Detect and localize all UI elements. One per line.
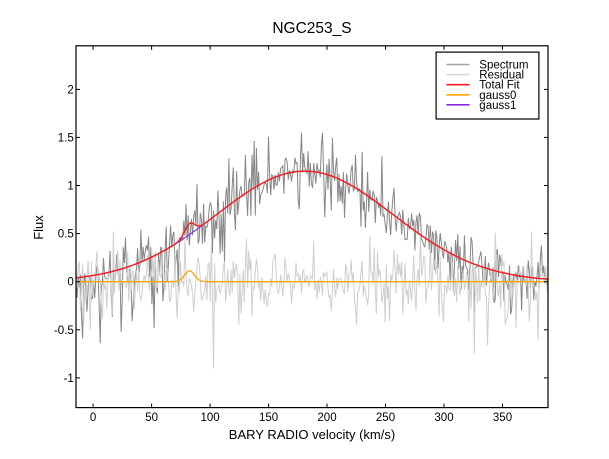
svg-text:Flux: Flux (31, 215, 46, 240)
svg-text:0: 0 (90, 412, 96, 424)
svg-text:Total Fit: Total Fit (479, 80, 520, 92)
svg-text:gauss1: gauss1 (479, 100, 516, 112)
svg-text:250: 250 (376, 412, 395, 424)
svg-text:Residual: Residual (479, 70, 524, 82)
svg-text:0: 0 (67, 277, 73, 289)
svg-text:NGC253_S: NGC253_S (272, 20, 351, 37)
svg-text:-0.5: -0.5 (54, 325, 74, 337)
svg-text:2: 2 (67, 84, 73, 96)
svg-text:gauss0: gauss0 (479, 90, 516, 102)
svg-text:200: 200 (317, 412, 336, 424)
svg-text:0.5: 0.5 (58, 229, 74, 241)
svg-text:BARY RADIO velocity (km/s): BARY RADIO velocity (km/s) (229, 427, 395, 442)
svg-text:Spectrum: Spectrum (479, 60, 528, 72)
svg-text:350: 350 (493, 412, 512, 424)
svg-text:1: 1 (67, 181, 73, 193)
svg-text:150: 150 (259, 412, 278, 424)
svg-text:300: 300 (434, 412, 453, 424)
svg-text:50: 50 (145, 412, 158, 424)
svg-text:1.5: 1.5 (58, 132, 74, 144)
svg-text:100: 100 (201, 412, 220, 424)
svg-text:-1: -1 (64, 373, 74, 385)
